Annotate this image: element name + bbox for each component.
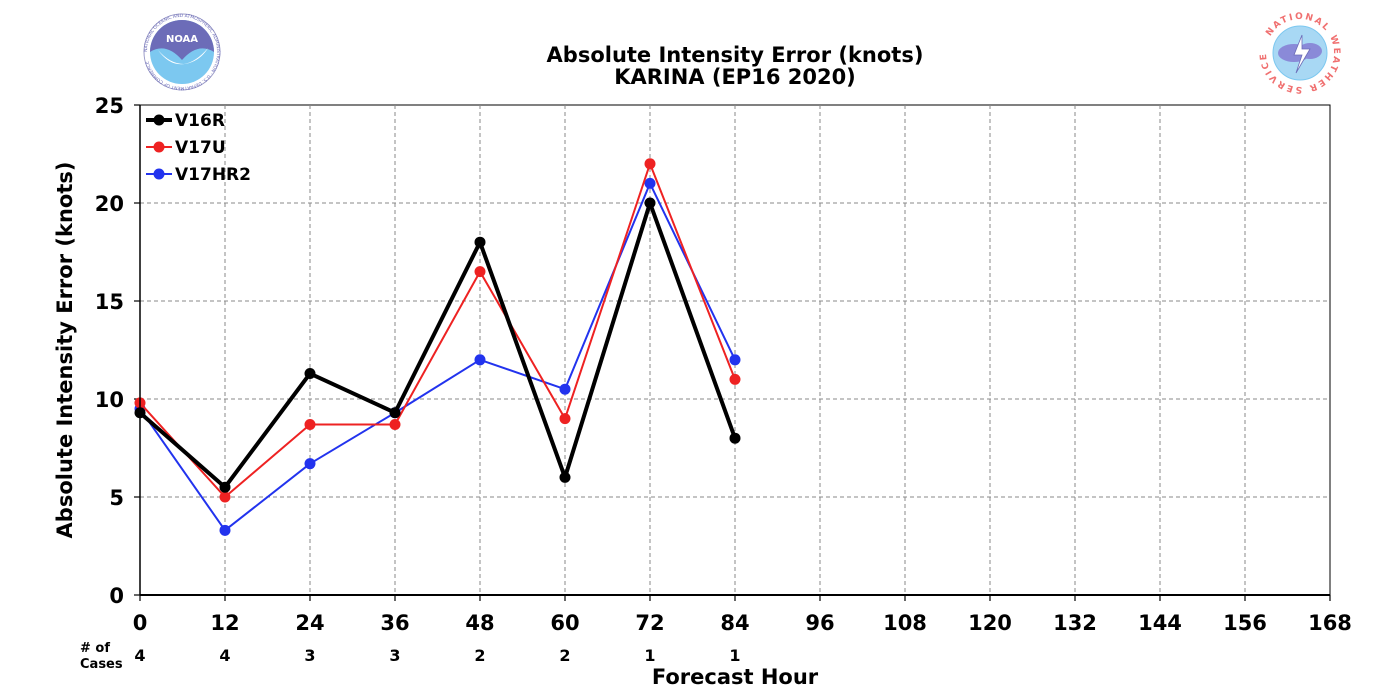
x-tick-label: 84 xyxy=(720,611,749,635)
legend-entry: V17HR2 xyxy=(146,165,251,185)
case-count: 2 xyxy=(559,646,570,665)
y-tick-label: 10 xyxy=(95,388,124,412)
cases-label-line2: Cases xyxy=(80,657,123,672)
y-axis-ticks: 0 5 10 15 20 25 xyxy=(95,94,140,608)
noaa-logo-icon: NOAA NATIONAL OCEANIC AND ATMOSPHERIC AD… xyxy=(143,13,221,91)
data-point xyxy=(219,524,231,536)
legend-entry: V17U xyxy=(146,138,226,158)
legend-label: V17HR2 xyxy=(175,165,251,185)
x-tick-label: 72 xyxy=(635,611,664,635)
data-point xyxy=(304,418,316,430)
y-tick-label: 15 xyxy=(95,290,124,314)
case-count: 1 xyxy=(644,646,655,665)
series-line xyxy=(138,201,737,490)
noaa-logo-text: NOAA xyxy=(166,34,198,45)
cases-label-line1: # of xyxy=(80,641,110,656)
data-point xyxy=(559,413,571,425)
legend-swatch-marker xyxy=(153,168,165,180)
data-point xyxy=(389,418,401,430)
data-point xyxy=(559,471,571,483)
series-line xyxy=(139,162,736,498)
x-tick-label: 108 xyxy=(883,611,927,635)
data-point xyxy=(304,458,316,470)
legend: V16R V17U V17HR2 xyxy=(146,111,251,185)
x-tick-label: 120 xyxy=(968,611,1012,635)
data-point xyxy=(219,481,231,493)
legend-entry: V16R xyxy=(146,111,225,131)
legend-label: V16R xyxy=(175,111,225,131)
case-count: 1 xyxy=(729,646,740,665)
x-tick-label: 60 xyxy=(550,611,579,635)
data-point xyxy=(474,266,486,278)
case-count: 4 xyxy=(219,646,230,665)
legend-swatch-marker xyxy=(153,114,165,126)
legend-swatch-marker xyxy=(153,141,165,153)
series-line xyxy=(139,182,736,532)
data-point xyxy=(729,373,741,385)
y-tick-label: 20 xyxy=(95,192,124,216)
data-point xyxy=(644,197,656,209)
y-tick-label: 25 xyxy=(95,94,124,118)
x-tick-label: 156 xyxy=(1223,611,1267,635)
x-axis-label: Forecast Hour xyxy=(652,665,819,689)
case-count: 2 xyxy=(474,646,485,665)
x-tick-label: 96 xyxy=(805,611,834,635)
x-tick-label: 132 xyxy=(1053,611,1097,635)
y-tick-label: 0 xyxy=(109,584,124,608)
case-count: 4 xyxy=(134,646,145,665)
data-point xyxy=(559,383,571,395)
x-axis-ticks: 0 12 24 36 48 60 72 84 96 108 120 132 144 156 168 xyxy=(133,595,1352,635)
case-count: 3 xyxy=(389,646,400,665)
chart-subtitle: KARINA (EP16 2020) xyxy=(614,65,856,89)
chart-title: Absolute Intensity Error (knots) xyxy=(547,43,924,67)
cases-row: 4 4 3 3 2 2 1 1 xyxy=(134,646,740,665)
y-tick-label: 5 xyxy=(109,486,124,510)
series-v17u xyxy=(134,158,741,503)
grid-lines xyxy=(140,105,1330,595)
x-tick-label: 12 xyxy=(210,611,239,635)
x-tick-label: 36 xyxy=(380,611,409,635)
data-point xyxy=(474,236,486,248)
data-point xyxy=(729,354,741,366)
data-point xyxy=(729,432,741,444)
x-tick-label: 48 xyxy=(465,611,494,635)
data-point xyxy=(304,368,316,380)
nws-logo-icon: NATIONAL WEATHER SERVICE xyxy=(1259,12,1339,94)
legend-label: V17U xyxy=(175,138,226,158)
x-tick-label: 168 xyxy=(1308,611,1352,635)
x-tick-label: 144 xyxy=(1138,611,1182,635)
data-point xyxy=(474,354,486,366)
data-point xyxy=(644,158,656,170)
data-point xyxy=(644,177,656,189)
x-tick-label: 24 xyxy=(295,611,324,635)
y-axis-label: Absolute Intensity Error (knots) xyxy=(53,162,77,539)
data-point xyxy=(219,491,231,503)
case-count: 3 xyxy=(304,646,315,665)
x-tick-label: 0 xyxy=(133,611,148,635)
data-point xyxy=(389,407,401,419)
